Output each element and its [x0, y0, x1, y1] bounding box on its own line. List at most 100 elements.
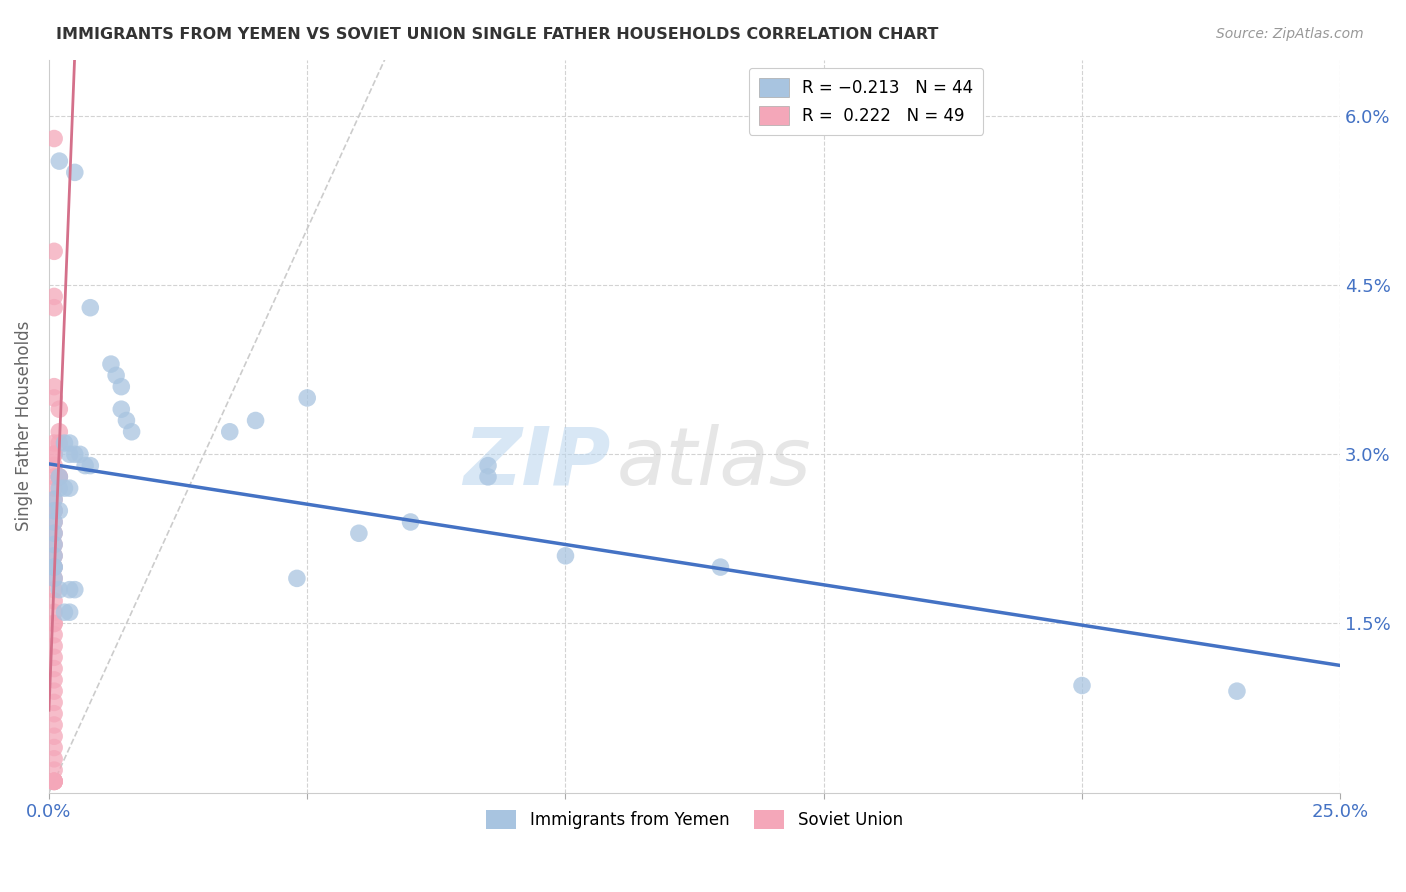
Point [121, 425, 143, 439]
Point [48, 154, 70, 169]
Point [44, 526, 66, 541]
Point [44, 549, 66, 563]
Point [48, 470, 70, 484]
Point [44, 774, 66, 789]
Point [44, 740, 66, 755]
Point [63, 582, 86, 597]
Point [44, 594, 66, 608]
Point [48, 504, 70, 518]
Point [44, 436, 66, 450]
Point [110, 379, 132, 393]
Point [44, 560, 66, 574]
Point [44, 582, 66, 597]
Point [44, 774, 66, 789]
Point [75, 458, 97, 473]
Point [59, 447, 82, 461]
Point [218, 425, 240, 439]
Point [44, 706, 66, 721]
Point [477, 470, 499, 484]
Point [53, 605, 76, 619]
Point [59, 582, 82, 597]
Point [59, 481, 82, 495]
Point [44, 549, 66, 563]
Point [285, 571, 308, 585]
Point [44, 515, 66, 529]
Point [44, 447, 66, 461]
Point [44, 537, 66, 551]
Point [44, 504, 66, 518]
Point [44, 763, 66, 777]
Point [48, 436, 70, 450]
Point [69, 447, 91, 461]
Point [44, 504, 66, 518]
Point [48, 582, 70, 597]
Point [44, 515, 66, 529]
Point [44, 470, 66, 484]
Point [48, 425, 70, 439]
Point [245, 413, 267, 427]
Point [44, 131, 66, 145]
Point [63, 165, 86, 179]
Point [44, 504, 66, 518]
Point [59, 436, 82, 450]
Point [297, 391, 319, 405]
Point [79, 458, 101, 473]
Point [44, 571, 66, 585]
Point [44, 301, 66, 315]
Point [44, 447, 66, 461]
Point [53, 481, 76, 495]
Point [44, 560, 66, 574]
Point [44, 616, 66, 631]
Point [44, 752, 66, 766]
Point [44, 684, 66, 698]
Point [53, 436, 76, 450]
Point [44, 391, 66, 405]
Point [44, 718, 66, 732]
Point [44, 526, 66, 541]
Point [44, 616, 66, 631]
Point [44, 458, 66, 473]
Point [79, 301, 101, 315]
Point [44, 481, 66, 495]
Point [44, 639, 66, 653]
Point [48, 481, 70, 495]
Point [63, 447, 86, 461]
Point [44, 774, 66, 789]
Point [44, 492, 66, 507]
Point [1071, 679, 1094, 693]
Point [48, 470, 70, 484]
Point [1226, 684, 1249, 698]
Point [115, 413, 138, 427]
Point [44, 244, 66, 259]
Point [44, 379, 66, 393]
Point [44, 605, 66, 619]
Point [399, 515, 422, 529]
Point [44, 650, 66, 665]
Legend: Immigrants from Yemen, Soviet Union: Immigrants from Yemen, Soviet Union [479, 803, 910, 836]
Text: atlas: atlas [617, 424, 811, 502]
Point [44, 289, 66, 303]
Point [44, 662, 66, 676]
Text: ZIP: ZIP [464, 424, 610, 502]
Y-axis label: Single Father Households: Single Father Households [15, 321, 32, 532]
Point [44, 492, 66, 507]
Point [554, 549, 576, 563]
Point [44, 774, 66, 789]
Point [44, 673, 66, 687]
Point [44, 537, 66, 551]
Point [100, 357, 122, 371]
Point [44, 774, 66, 789]
Point [44, 729, 66, 743]
Point [44, 560, 66, 574]
Point [347, 526, 370, 541]
Text: IMMIGRANTS FROM YEMEN VS SOVIET UNION SINGLE FATHER HOUSEHOLDS CORRELATION CHART: IMMIGRANTS FROM YEMEN VS SOVIET UNION SI… [56, 27, 939, 42]
Point [105, 368, 128, 383]
Point [48, 402, 70, 417]
Point [44, 571, 66, 585]
Point [59, 605, 82, 619]
Point [709, 560, 731, 574]
Point [44, 695, 66, 709]
Point [477, 458, 499, 473]
Point [44, 628, 66, 642]
Text: Source: ZipAtlas.com: Source: ZipAtlas.com [1216, 27, 1364, 41]
